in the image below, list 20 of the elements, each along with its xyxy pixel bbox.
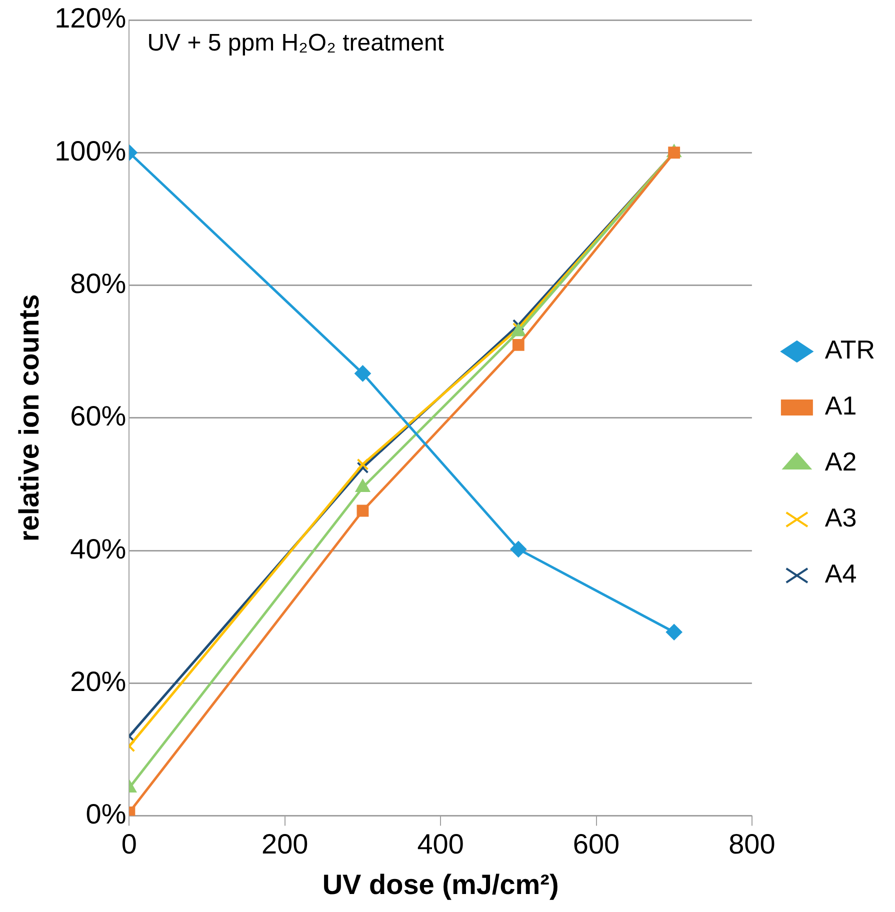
x-tick-label: 200 <box>262 828 308 860</box>
x-tick-label: 0 <box>121 828 137 860</box>
y-tick-label: 80% <box>70 268 126 299</box>
x-tick-label: 600 <box>572 828 620 860</box>
legend-label: A2 <box>824 446 857 477</box>
x-tick-label: 800 <box>728 828 776 860</box>
chart-title: UV + 5 ppm H₂O₂ treatment <box>147 30 444 57</box>
y-tick-label: 40% <box>70 533 126 564</box>
legend-label: A1 <box>824 390 857 421</box>
y-tick-label: 100% <box>54 135 126 166</box>
y-tick-label: 60% <box>70 400 126 432</box>
legend-label: A4 <box>824 558 857 589</box>
legend-label: ATR <box>824 334 876 365</box>
legend-label: A3 <box>824 502 857 533</box>
y-tick-label: 120% <box>54 2 126 34</box>
x-tick-label: 400 <box>417 828 464 860</box>
x-axis-title: UV dose (mJ/cm²) <box>322 868 559 900</box>
y-axis-title: relative ion counts <box>14 294 45 542</box>
y-tick-label: 0% <box>86 798 126 830</box>
y-tick-label: 20% <box>70 666 126 697</box>
